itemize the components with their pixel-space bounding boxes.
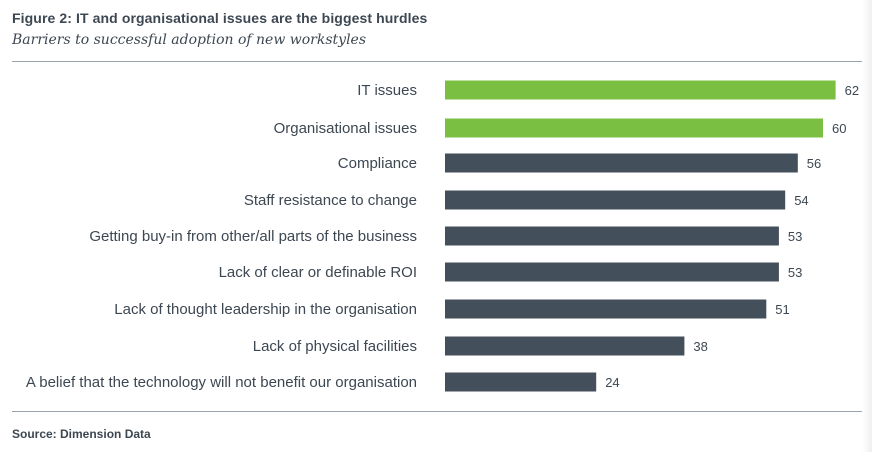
category-label: Organisational issues [274,120,417,137]
page-edge-shadow [862,0,872,452]
bar [445,372,597,392]
category-label: IT issues [357,82,417,99]
bar [445,190,786,210]
bottom-divider [12,411,862,412]
bar [445,226,779,246]
value-label: 60 [832,121,846,136]
value-label: 24 [605,375,619,390]
value-label: 62 [845,83,859,98]
category-label: Lack of physical facilities [253,338,417,355]
category-label: A belief that the technology will not be… [26,374,417,391]
bar [445,299,767,319]
value-label: 56 [807,156,821,171]
category-label: Lack of thought leadership in the organi… [114,301,417,318]
value-label: 54 [794,193,808,208]
source-note: Source: Dimension Data [12,427,151,441]
value-label: 53 [788,229,802,244]
category-label: Getting buy-in from other/all parts of t… [89,228,417,245]
bar [445,262,779,282]
figure-subtitle: Barriers to successful adoption of new w… [12,32,367,48]
value-label: 51 [775,302,789,317]
category-label: Staff resistance to change [244,192,417,209]
category-label: Compliance [338,155,417,172]
figure-title: Figure 2: IT and organisational issues a… [12,10,428,26]
category-label: Lack of clear or definable ROI [219,264,417,281]
value-label: 53 [788,265,802,280]
bar [445,80,836,100]
value-label: 38 [693,339,707,354]
top-divider [12,61,862,62]
bar [445,153,798,173]
bar [445,336,685,356]
bar [445,118,823,138]
